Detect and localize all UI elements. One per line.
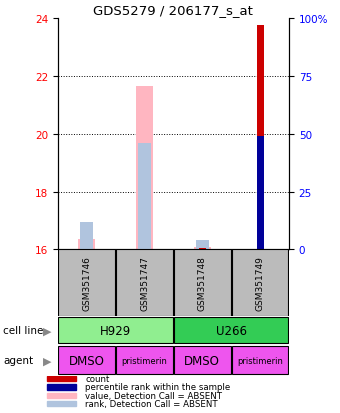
Text: value, Detection Call = ABSENT: value, Detection Call = ABSENT <box>85 391 222 400</box>
Text: GSM351747: GSM351747 <box>140 256 149 310</box>
Bar <box>58 317 173 344</box>
Text: agent: agent <box>3 355 34 366</box>
Bar <box>138 143 151 250</box>
Bar <box>174 250 231 316</box>
Text: H929: H929 <box>100 324 131 337</box>
Text: rank, Detection Call = ABSENT: rank, Detection Call = ABSENT <box>85 399 218 408</box>
Text: ▶: ▶ <box>44 325 52 335</box>
Text: GSM351746: GSM351746 <box>82 256 91 310</box>
Bar <box>47 385 76 389</box>
Bar <box>199 248 206 250</box>
Text: percentile rank within the sample: percentile rank within the sample <box>85 382 230 392</box>
Bar <box>47 392 76 398</box>
Bar <box>47 376 76 382</box>
Text: DMSO: DMSO <box>184 354 220 367</box>
Bar <box>136 87 153 250</box>
Bar <box>174 347 231 374</box>
Text: U266: U266 <box>216 324 247 337</box>
Text: pristimerin: pristimerin <box>237 356 283 365</box>
Text: pristimerin: pristimerin <box>122 356 167 365</box>
Bar <box>194 247 211 250</box>
Text: DMSO: DMSO <box>69 354 105 367</box>
Bar <box>80 222 93 250</box>
Title: GDS5279 / 206177_s_at: GDS5279 / 206177_s_at <box>94 5 253 17</box>
Text: ▶: ▶ <box>44 355 52 366</box>
Bar <box>232 347 288 374</box>
Text: GSM351749: GSM351749 <box>256 256 265 310</box>
Bar <box>257 26 264 250</box>
Bar <box>116 250 173 316</box>
Bar <box>116 347 173 374</box>
Text: cell line: cell line <box>3 325 44 335</box>
Bar <box>58 250 115 316</box>
Bar <box>58 347 115 374</box>
Bar <box>174 317 288 344</box>
Bar <box>47 401 76 406</box>
Text: GSM351748: GSM351748 <box>198 256 207 310</box>
Bar <box>257 137 264 250</box>
Bar <box>196 241 209 250</box>
Text: count: count <box>85 374 109 383</box>
Bar <box>78 240 95 250</box>
Bar <box>232 250 288 316</box>
